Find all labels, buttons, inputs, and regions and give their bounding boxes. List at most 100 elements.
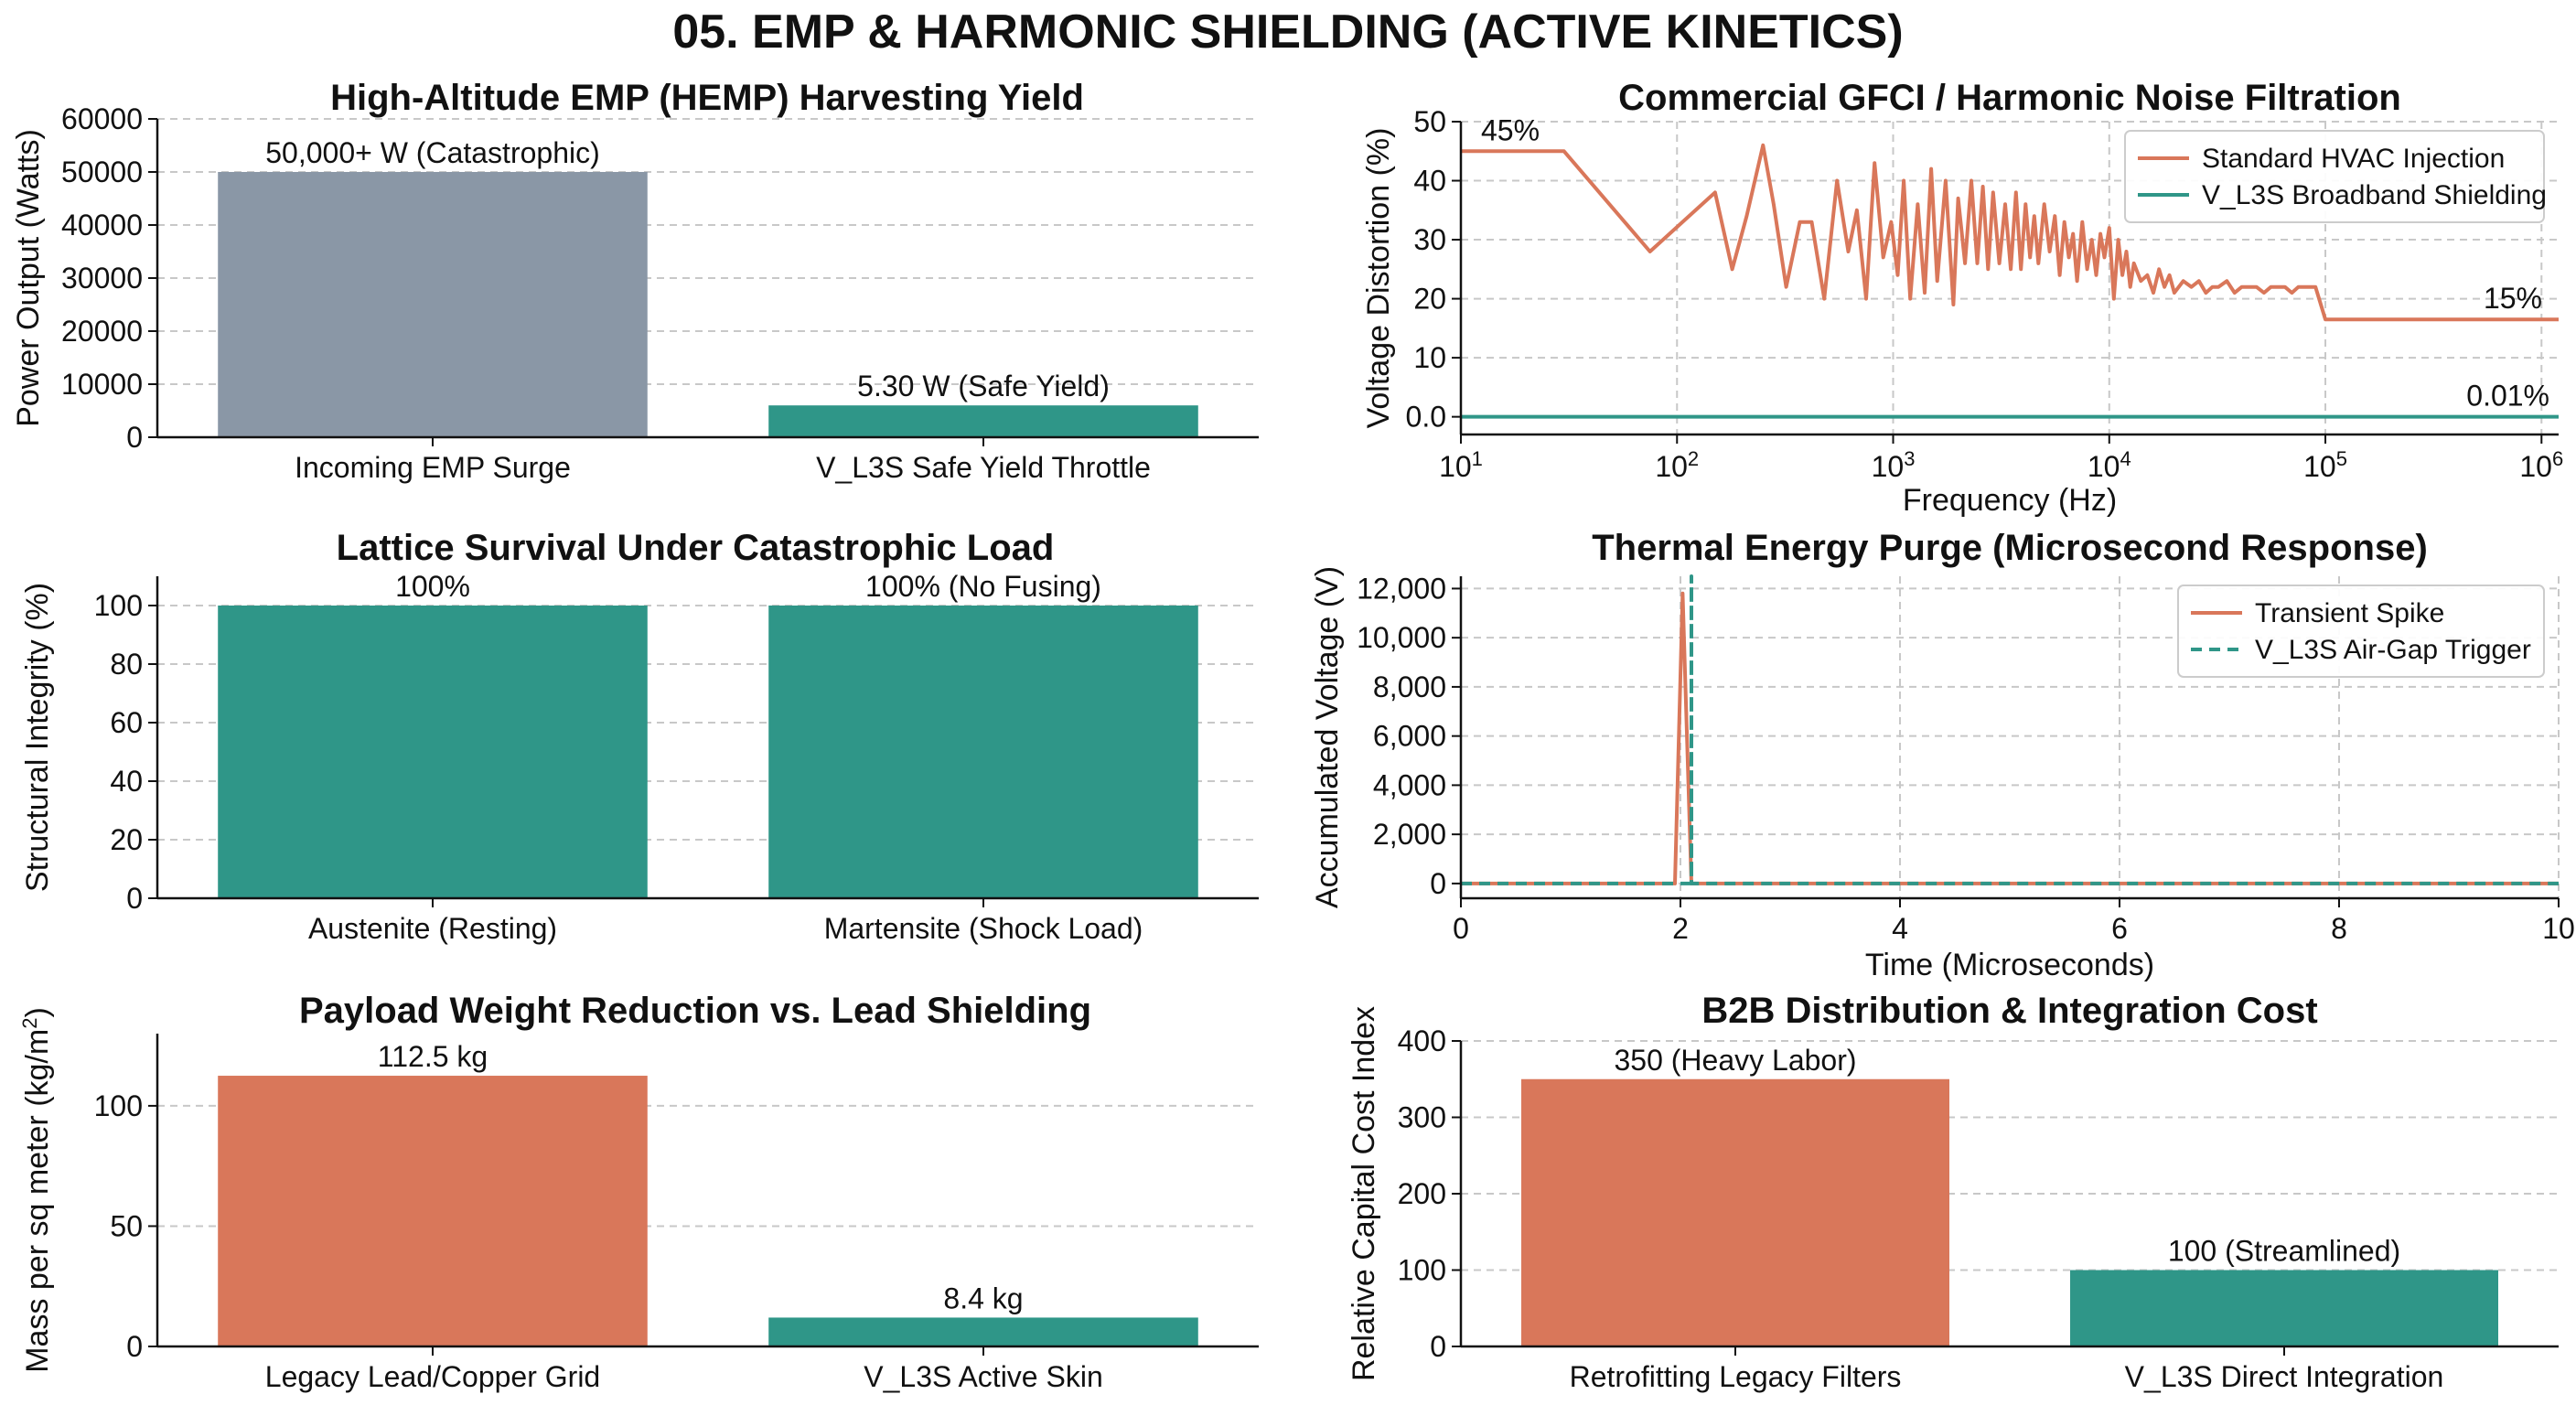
x-axis-label: Time (Microseconds) xyxy=(1865,948,2154,982)
y-tick-label: 0 xyxy=(1430,1330,1446,1363)
y-tick-label: 60000 xyxy=(61,102,143,135)
annotation-label: 0.01% xyxy=(2466,380,2549,413)
y-axis-label-sup: 2 xyxy=(18,1018,41,1029)
x-tick-label: V_L3S Active Skin xyxy=(864,1360,1102,1393)
bar xyxy=(218,1076,648,1346)
y-tick-label: 400 xyxy=(1398,1024,1446,1057)
bar xyxy=(218,606,648,898)
y-axis-label: Relative Capital Cost Index xyxy=(1347,1006,1381,1381)
bar-data-label: 100% xyxy=(395,570,470,603)
bar xyxy=(218,172,648,437)
y-tick-label: 2,000 xyxy=(1373,818,1446,851)
bar-data-label: 112.5 kg xyxy=(378,1040,488,1073)
legend: Standard HVAC Injection V_L3S Broadband S… xyxy=(2124,130,2547,223)
legend: Transient Spike V_L3S Air-Gap Trigger xyxy=(2177,585,2545,678)
bar xyxy=(768,1317,1198,1346)
x-tick-label: V_L3S Safe Yield Throttle xyxy=(816,451,1151,484)
x-tick-label: Austenite (Resting) xyxy=(308,912,557,945)
bar xyxy=(1521,1078,1949,1346)
x-tick-label: 104 xyxy=(2088,447,2131,484)
panel-2: Commercial GFCI / Harmonic Noise Filtrat… xyxy=(1361,78,2563,518)
y-tick-label: 8,000 xyxy=(1373,670,1446,703)
x-tick-exponent: 5 xyxy=(2336,447,2347,470)
figure-title: 05. EMP & HARMONIC SHIELDING (ACTIVE KIN… xyxy=(672,5,1903,59)
y-tick-label: 50 xyxy=(110,1209,143,1242)
y-tick-label: 50000 xyxy=(61,156,143,188)
y-tick-label: 0 xyxy=(126,1330,143,1363)
y-tick-label: 40 xyxy=(1413,165,1446,198)
bar-data-label: 8.4 kg xyxy=(943,1282,1023,1314)
x-tick-label: 4 xyxy=(1892,912,1908,945)
y-tick-label: 10000 xyxy=(61,368,143,401)
y-tick-label: 12,000 xyxy=(1357,572,1446,605)
panel-5: Payload Weight Reduction vs. Lead Shield… xyxy=(18,991,1259,1393)
annotation-label: 45% xyxy=(1481,113,1540,146)
legend-frame xyxy=(2177,585,2545,678)
annotation-label: 15% xyxy=(2484,282,2542,315)
x-tick-label: 8 xyxy=(2331,912,2347,945)
y-tick-label: 6,000 xyxy=(1373,720,1446,753)
y-tick-label: 0 xyxy=(126,882,143,915)
x-tick-label: 106 xyxy=(2519,447,2563,484)
x-tick-label: Incoming EMP Surge xyxy=(295,451,571,484)
legend-label: Standard HVAC Injection xyxy=(2202,144,2505,174)
x-tick-label: Retrofitting Legacy Filters xyxy=(1570,1360,1902,1393)
panel-title: Lattice Survival Under Catastrophic Load xyxy=(337,528,1055,568)
y-tick-label: 20000 xyxy=(61,315,143,348)
series-line xyxy=(1461,143,2559,322)
x-tick-label: 102 xyxy=(1655,447,1699,484)
panel-6: B2B Distribution & Integration Cost Relat… xyxy=(1347,991,2559,1393)
y-tick-label: 30 xyxy=(1413,223,1446,256)
x-tick-label: 10 xyxy=(2542,912,2575,945)
panel-3: Lattice Survival Under Catastrophic Load… xyxy=(20,528,1259,945)
x-tick-label: 103 xyxy=(1872,447,1916,484)
panel-1: High-Altitude EMP (HEMP) Harvesting Yiel… xyxy=(11,78,1259,484)
y-tick-label: 50 xyxy=(1413,105,1446,138)
panel-title: Payload Weight Reduction vs. Lead Shield… xyxy=(299,991,1091,1031)
x-tick-label: 0 xyxy=(1453,912,1469,945)
panel-4: Thermal Energy Purge (Microsecond Respon… xyxy=(1310,528,2575,982)
panel-title: B2B Distribution & Integration Cost xyxy=(1701,991,2317,1031)
y-tick-label: 20 xyxy=(110,823,143,856)
y-tick-label: 4,000 xyxy=(1373,768,1446,801)
y-tick-label: 0 xyxy=(126,421,143,454)
panel-title: Thermal Energy Purge (Microsecond Respon… xyxy=(1592,528,2428,568)
x-axis-label: Frequency (Hz) xyxy=(1903,483,2117,518)
x-tick-exponent: 6 xyxy=(2552,447,2563,470)
y-axis-label: Structural Integrity (%) xyxy=(20,583,55,892)
y-tick-label: 30000 xyxy=(61,262,143,295)
y-tick-label: 10,000 xyxy=(1357,621,1446,654)
panel-title: High-Altitude EMP (HEMP) Harvesting Yiel… xyxy=(330,78,1084,118)
y-tick-label: 100 xyxy=(1398,1254,1446,1287)
x-tick-exponent: 1 xyxy=(1472,447,1483,470)
y-tick-label: 20 xyxy=(1413,283,1446,316)
x-tick-label: 101 xyxy=(1439,447,1483,484)
y-tick-label: 60 xyxy=(110,706,143,739)
x-tick-label: Legacy Lead/Copper Grid xyxy=(265,1360,600,1393)
y-axis-label-tail: ) xyxy=(20,1007,55,1017)
x-tick-label: Martensite (Shock Load) xyxy=(824,912,1143,945)
bar-data-label: 5.30 W (Safe Yield) xyxy=(857,370,1110,402)
y-axis-label: Mass per sq meter (kg/m2) xyxy=(18,1007,56,1373)
y-tick-label: 200 xyxy=(1398,1177,1446,1210)
x-tick-label: 6 xyxy=(2111,912,2128,945)
legend-label: V_L3S Air-Gap Trigger xyxy=(2255,635,2531,665)
x-tick-label: 105 xyxy=(2303,447,2347,484)
legend-label: V_L3S Broadband Shielding xyxy=(2202,180,2547,210)
x-tick-exponent: 4 xyxy=(2120,447,2131,470)
x-tick-label: 2 xyxy=(1672,912,1689,945)
bar xyxy=(768,405,1198,437)
legend-label: Transient Spike xyxy=(2255,598,2444,628)
y-axis-label: Voltage Distortion (%) xyxy=(1361,128,1396,429)
y-tick-label: 0.0 xyxy=(1406,401,1446,434)
bar xyxy=(768,606,1198,898)
y-axis-label: Accumulated Voltage (V) xyxy=(1310,566,1345,908)
panel-title: Commercial GFCI / Harmonic Noise Filtrat… xyxy=(1618,78,2401,118)
series-line xyxy=(1461,574,2559,885)
y-tick-label: 100 xyxy=(94,1089,143,1122)
bar xyxy=(2070,1270,2498,1346)
y-tick-label: 80 xyxy=(110,648,143,681)
bar-data-label: 100% (No Fusing) xyxy=(865,570,1101,603)
legend-frame xyxy=(2124,130,2545,223)
